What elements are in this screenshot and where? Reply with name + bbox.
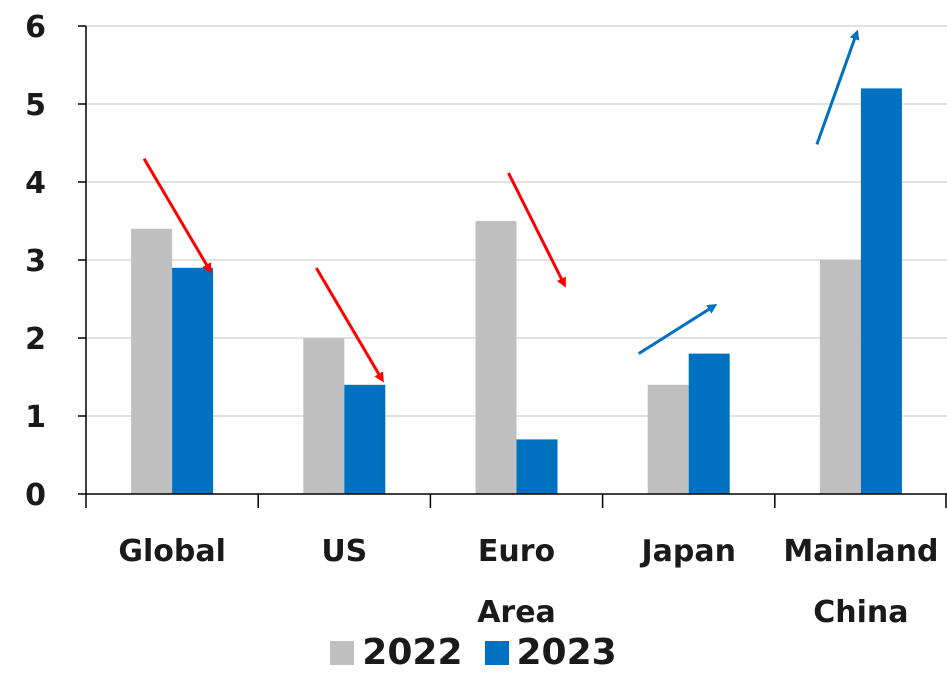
bar-2023-euro-area [516,439,558,494]
trend-arrow-down [315,267,384,383]
y-tick-label: 2 [25,322,46,357]
y-tick-label: 3 [25,244,46,279]
y-tick-label: 0 [25,478,46,513]
y-tick-label: 6 [25,10,46,45]
legend-item-2023: 2023 [484,632,617,673]
trend-arrow-up [637,303,718,355]
legend-swatch-2022 [330,640,355,665]
legend-swatch-2023 [484,640,509,665]
labels: 0 1 2 3 4 5 6 Global US Euro Area Japan Mainland Chin… [25,10,938,630]
bar-2022-japan [647,384,689,494]
x-tick-label: US [321,534,367,569]
x-tick-label: Euro [478,534,555,569]
bar-2022-us [303,338,345,494]
x-tick-label: Area [477,595,556,630]
legend-item-2022: 2022 [330,632,463,673]
x-tick-label: Japan [639,534,735,569]
bar-2022-euro-area [475,221,517,494]
bar-2022-global [131,228,173,495]
y-tick-label: 1 [25,400,46,435]
bar-chart: 0 1 2 3 4 5 6 Global US Euro Area Japan Mainland Chin… [25,10,947,630]
x-tick-label: China [813,595,908,630]
trend-arrows [142,29,860,383]
legend-label-2023: 2023 [516,632,617,673]
trend-arrow-up [815,29,860,145]
axes [78,25,947,508]
x-tick-label: Global [118,534,226,569]
y-tick-label: 5 [25,88,46,123]
legend: 2022 2023 [0,630,947,675]
bars [131,88,902,495]
y-tick-label: 4 [25,166,46,201]
bar-2022-mainland-china [819,260,861,494]
x-tick-label: Mainland [783,534,938,569]
bar-2023-global [172,267,214,494]
bar-2023-us [344,384,386,494]
bar-2023-japan [688,353,730,494]
trend-arrow-down [507,172,566,288]
trend-arrow-down [142,158,212,274]
bar-2023-mainland-china [860,88,902,495]
legend-label-2022: 2022 [362,632,463,673]
